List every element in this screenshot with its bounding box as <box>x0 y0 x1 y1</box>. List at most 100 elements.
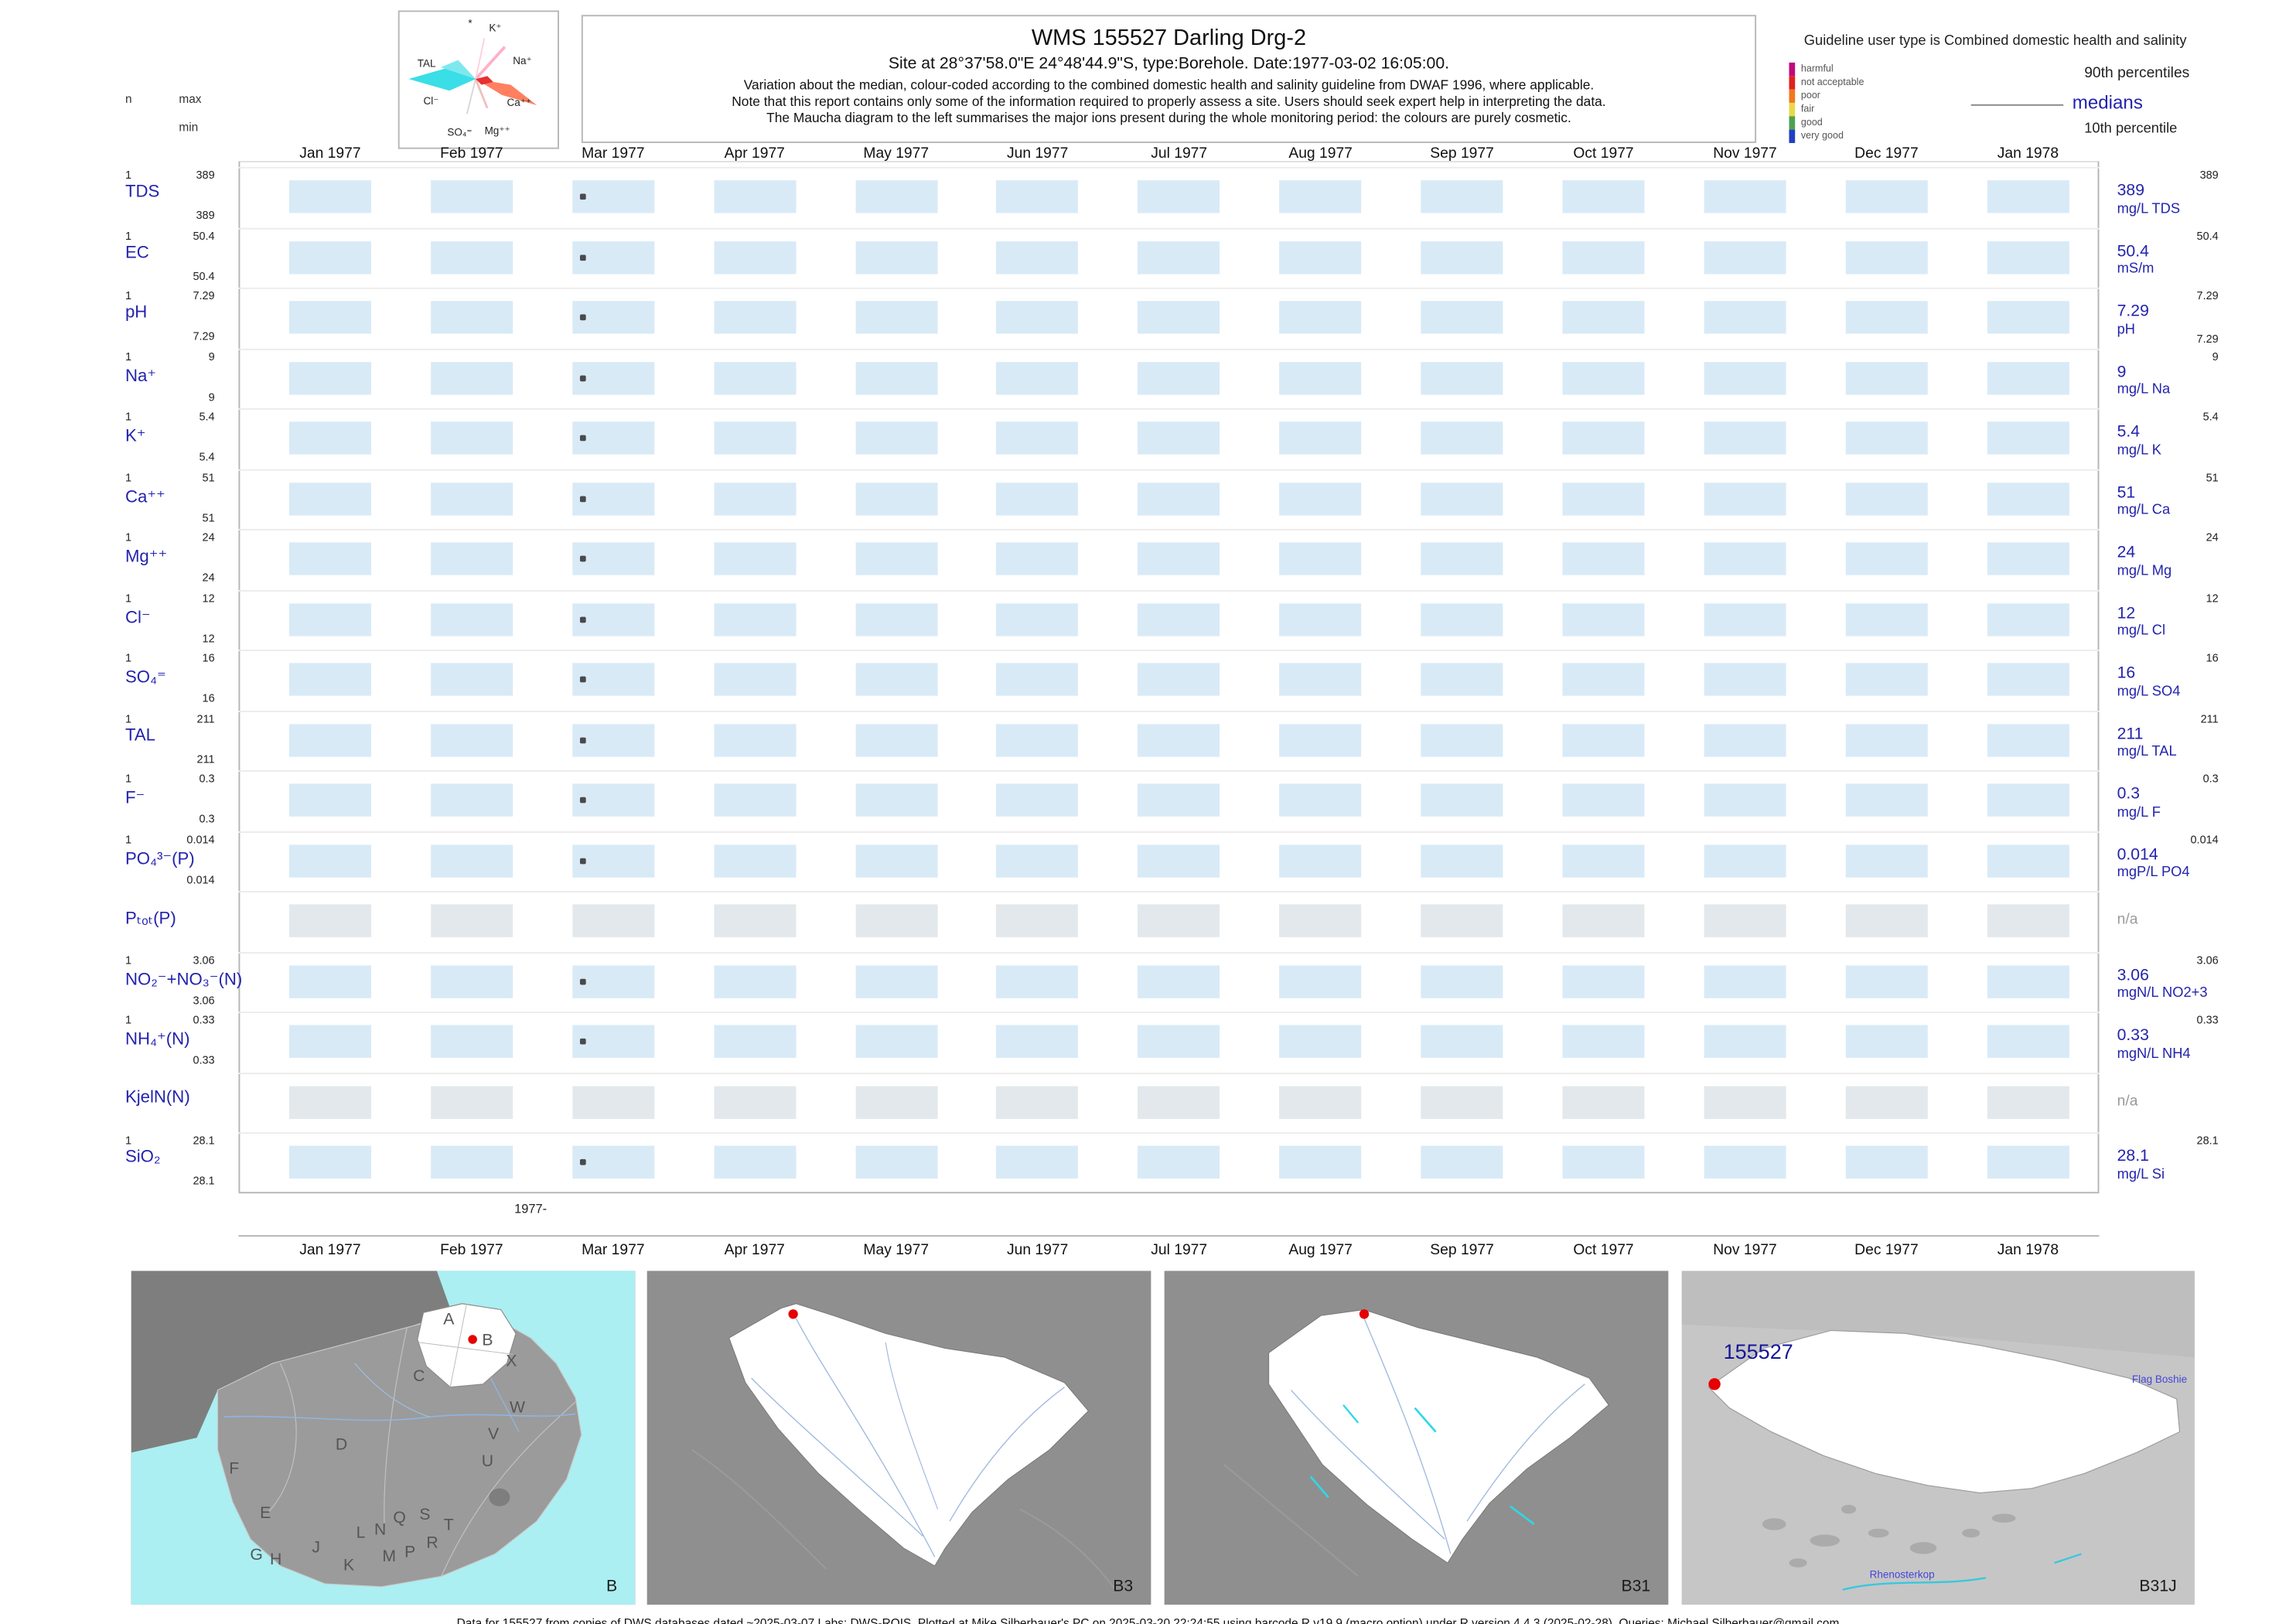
row-median-value: 389 <box>2117 182 2145 200</box>
row-unit-label: pH <box>2117 321 2136 338</box>
month-band-cell <box>288 663 371 696</box>
month-band-cell <box>1138 723 1220 756</box>
row-max-value: 389 <box>196 168 215 183</box>
sample-point-dot <box>579 254 586 261</box>
drainage-region-letter: B <box>482 1332 493 1350</box>
month-band-cell <box>855 542 937 575</box>
row-parameter-label: Na⁺ <box>125 367 157 386</box>
month-band-cell <box>1562 783 1645 817</box>
guideline-color-swatch <box>1789 62 1796 77</box>
month-band-cell <box>288 1085 371 1118</box>
month-band-cell <box>1562 542 1645 575</box>
sample-point-dot <box>579 374 586 381</box>
row-n-count: 1 <box>125 771 131 786</box>
param-row-po4: 1 0.014 PO₄³⁻(P) 0.014 0.014 0.014 mgP/L PO4 <box>0 831 2296 891</box>
param-row-ec: 1 50.4 EC 50.4 50.4 50.4 mS/m <box>0 227 2296 288</box>
row-unit-label: mgN/L NO2+3 <box>2117 984 2208 1001</box>
month-band-cell <box>1845 663 1928 696</box>
month-band-cell <box>1987 1145 2069 1179</box>
guideline-color-swatch <box>1789 102 1796 117</box>
row-min-value: 16 <box>202 691 215 705</box>
row-min-value: 0.33 <box>193 1053 215 1067</box>
month-band-cell <box>1845 723 1928 756</box>
month-band-cell <box>713 1025 796 1058</box>
note-line-1: Variation about the median, colour-coded… <box>743 77 1595 93</box>
map-label-b3: B3 <box>1113 1578 1134 1596</box>
drainage-region-letter: E <box>260 1504 271 1523</box>
row-min-value: 9 <box>208 389 215 404</box>
month-band-cell <box>996 180 1079 213</box>
month-band-cell <box>1421 723 1503 756</box>
maucha-ion-label: * <box>468 19 473 30</box>
param-row-nh4: 1 0.33 NH₄⁺(N) 0.33 0.33 0.33 mgN/L NH4 <box>0 1012 2296 1072</box>
month-band-cell <box>855 783 937 817</box>
row-parameter-label: PO₄³⁻(P) <box>125 850 195 868</box>
month-band-cell <box>430 1145 513 1179</box>
param-row-no2no3: 1 3.06 NO₂⁻+NO₃⁻(N) 3.06 3.06 3.06 mgN/L NO2+3 <box>0 951 2296 1012</box>
guideline-level-label: good <box>1800 118 1823 128</box>
row-unit-label: mg/L TDS <box>2117 200 2181 217</box>
month-band-cell <box>430 301 513 334</box>
month-band-cell <box>855 361 937 394</box>
maucha-ion-label: Na⁺ <box>513 56 532 67</box>
site-marker-dot <box>788 1309 798 1319</box>
row-min-value: 0.014 <box>186 872 215 886</box>
month-band-cell <box>1845 180 1928 213</box>
month-band-cell <box>713 301 796 334</box>
drainage-region-letter: Q <box>393 1509 406 1527</box>
month-band-cell <box>1704 1085 1786 1118</box>
month-band-cell <box>430 723 513 756</box>
month-band-cell <box>1987 602 2069 636</box>
row-90th-percentile: 0.33 <box>2196 1013 2219 1027</box>
row-separator <box>238 468 2100 470</box>
row-separator <box>238 649 2100 651</box>
row-max-value: 0.014 <box>186 832 215 846</box>
guideline-level: harmful <box>1789 62 1864 77</box>
river-lines <box>795 1318 936 1557</box>
month-band-cell <box>288 964 371 998</box>
row-median-value: 7.29 <box>2117 302 2149 321</box>
guideline-color-swatch <box>1789 129 1796 143</box>
footer-note: Data for 155527 from copies of DWS datab… <box>456 1616 1840 1624</box>
month-band-cell <box>1279 783 1362 817</box>
drainage-region-letter: V <box>488 1425 500 1444</box>
month-band-cell <box>1704 783 1786 817</box>
month-band-cell <box>1845 1025 1928 1058</box>
month-band-cell <box>1562 180 1645 213</box>
month-band-cell <box>1138 180 1220 213</box>
month-band-cell <box>1704 663 1786 696</box>
map-label-b31j: B31J <box>2139 1578 2177 1596</box>
guideline-color-swatch <box>1789 76 1796 90</box>
month-band-cell <box>1987 964 2069 998</box>
catchment-outline <box>728 1303 1090 1567</box>
month-band-cell <box>1138 301 1220 334</box>
row-median-value: 9 <box>2117 363 2127 381</box>
row-max-value: 28.1 <box>193 1134 215 1148</box>
month-band-cell <box>713 723 796 756</box>
month-label: Jan 1978 <box>1997 145 2059 162</box>
drainage-region-letter: M <box>382 1547 397 1566</box>
month-band-cell <box>1279 602 1362 636</box>
month-band-cell <box>430 964 513 998</box>
river-lines <box>1363 1318 1452 1554</box>
map-label-b: B <box>606 1578 618 1596</box>
month-band-cell <box>1987 723 2069 756</box>
row-min-value: 12 <box>202 630 215 645</box>
month-band-cell <box>1421 482 1503 515</box>
month-band-cell <box>1279 1145 1362 1179</box>
month-band-cell <box>430 180 513 213</box>
month-band-cell <box>713 482 796 515</box>
month-band-cell <box>1845 361 1928 394</box>
month-band-cell <box>288 723 371 756</box>
month-band-cell <box>855 421 937 455</box>
row-parameter-label: TDS <box>125 183 160 202</box>
month-band-cell <box>1704 1025 1786 1058</box>
row-median-value: 211 <box>2117 725 2144 743</box>
chart-frame <box>238 161 2100 1192</box>
month-band-cell <box>713 602 796 636</box>
row-unit-label: mg/L Ca <box>2117 502 2171 519</box>
month-band-cell <box>1279 301 1362 334</box>
month-band-cell <box>1987 783 2069 817</box>
drainage-region-letter: J <box>312 1539 321 1557</box>
